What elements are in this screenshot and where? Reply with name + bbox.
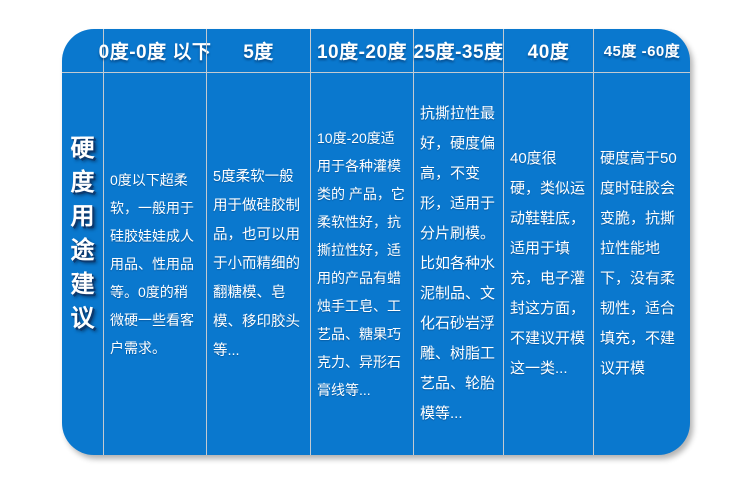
column-body-text: 40度很 硬，类似运动鞋鞋底，适用于填充，电子灌封这方面，不建议开模这一类... [510,150,586,377]
column-body-0deg: 0度以下超柔软，一般用于硅胶娃娃成人用品、性用品等。0度的稍微硬一些看客户需求。 [104,73,206,455]
column-body-45-60deg: 硬度高于50度时硅胶会变脆，抗撕拉性能地下，没有柔韧性，适合填充，不建议开模 [594,73,690,455]
column-body-5deg: 5度柔软一般用于做硅胶制品，也可以用于小而精细的翻糖模、皂模、移印胶头等... [207,73,310,455]
column-5deg: 5度 5度柔软一般用于做硅胶制品，也可以用于小而精细的翻糖模、皂模、移印胶头等.… [206,29,310,455]
column-header-5deg: 5度 [207,29,310,73]
row-header-title: 硬 度 用 途 建 议 [62,73,103,455]
column-body-text: 抗撕拉性最好，硬度偏高，不变形，适用于分片刷模。比如各种水泥制品、文化石砂岩浮雕… [420,105,496,422]
corner-cell [62,29,103,73]
row-header-char-stack: 硬 度 用 途 建 议 [71,137,95,331]
silicone-hardness-usage-table: 硬 度 用 途 建 议 0度-0度 以下 0度以下超柔软，一般用于硅胶娃娃成人用… [62,29,690,455]
column-10-20deg: 10度-20度 10度-20度适用于各种灌模类的 产品，它柔软性好，抗撕拉性好，… [310,29,413,455]
column-header-40deg: 40度 [504,29,593,73]
column-header-45-60deg: 45度 -60度 [594,29,690,73]
row-header-char: 硬 [70,135,95,162]
column-body-25-35deg: 抗撕拉性最好，硬度偏高，不变形，适用于分片刷模。比如各种水泥制品、文化石砂岩浮雕… [414,73,503,455]
column-body-text: 10度-20度适用于各种灌模类的 产品，它柔软性好，抗撕拉性好，适用的产品有蜡烛… [317,130,405,398]
column-header-25-35deg: 25度-35度 [413,29,503,73]
row-header-char: 度 [70,169,95,196]
row-header-char: 议 [70,305,95,332]
column-body-40deg: 40度很 硬，类似运动鞋鞋底，适用于填充，电子灌封这方面，不建议开模这一类... [504,73,593,455]
column-header-0deg: 0度-0度 以下 [99,29,211,73]
row-header-char: 建 [70,271,95,298]
column-header-10-20deg: 10度-20度 [311,29,413,73]
row-header-char: 用 [70,203,95,230]
row-header-char: 途 [70,237,95,264]
column-body-10-20deg: 10度-20度适用于各种灌模类的 产品，它柔软性好，抗撕拉性好，适用的产品有蜡烛… [311,73,413,455]
column-25-35deg: 25度-35度 抗撕拉性最好，硬度偏高，不变形，适用于分片刷模。比如各种水泥制品… [413,29,503,455]
column-body-text: 硬度高于50度时硅胶会变脆，抗撕拉性能地下，没有柔韧性，适合填充，不建议开模 [600,150,677,377]
column-45-60deg: 45度 -60度 硬度高于50度时硅胶会变脆，抗撕拉性能地下，没有柔韧性，适合填… [593,29,690,455]
column-body-text: 0度以下超柔软，一般用于硅胶娃娃成人用品、性用品等。0度的稍微硬一些看客户需求。 [110,172,194,356]
column-40deg: 40度 40度很 硬，类似运动鞋鞋底，适用于填充，电子灌封这方面，不建议开模这一… [503,29,593,455]
row-header-column: 硬 度 用 途 建 议 [62,29,103,455]
column-body-text: 5度柔软一般用于做硅胶制品，也可以用于小而精细的翻糖模、皂模、移印胶头等... [213,168,300,359]
column-0deg-and-below: 0度-0度 以下 0度以下超柔软，一般用于硅胶娃娃成人用品、性用品等。0度的稍微… [99,29,211,455]
